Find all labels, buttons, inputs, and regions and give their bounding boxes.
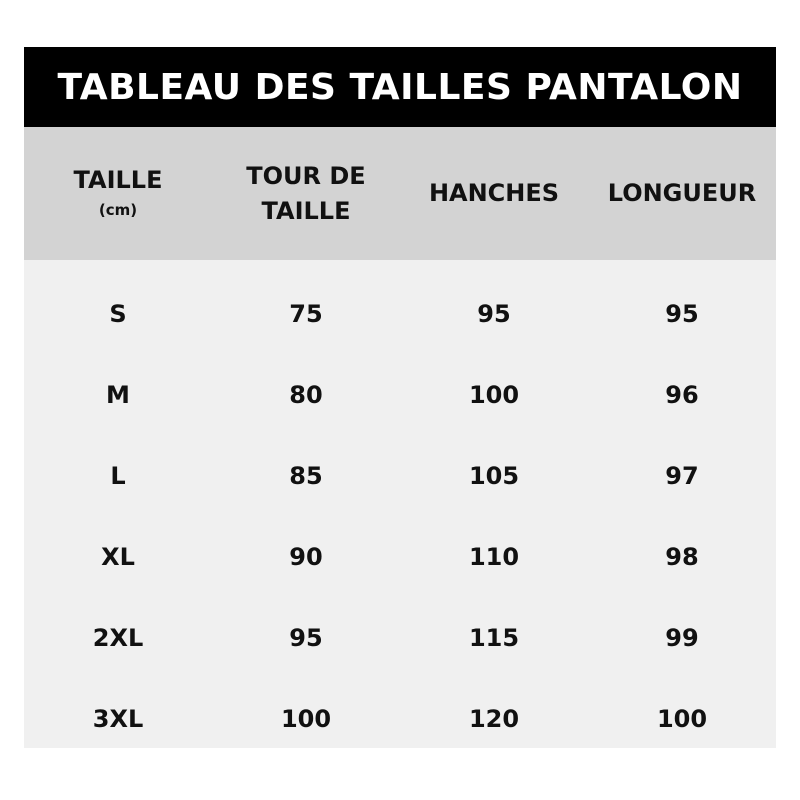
cell-hips: 110	[468, 542, 520, 571]
cell-waist: 95	[289, 623, 323, 652]
header-length: LONGUEUR	[588, 127, 776, 260]
cell-size: M	[106, 380, 130, 409]
cell-waist: 75	[289, 299, 323, 328]
cell-waist: 100	[280, 704, 332, 733]
table-row: 3XL 100 120 100	[24, 678, 776, 759]
table-body: S 75 95 95 M 80 100 96 L 85 105 97 XL 90 110 98 2XL 95 115…	[24, 260, 776, 748]
cell-size: 3XL	[92, 704, 144, 733]
table-row: L 85 105 97	[24, 435, 776, 516]
header-label: LONGUEUR	[607, 179, 757, 208]
table-row: S 75 95 95	[24, 273, 776, 354]
cell-waist: 85	[289, 461, 323, 490]
header-unit: (cm)	[98, 201, 138, 220]
cell-size: S	[109, 299, 127, 328]
size-chart: TABLEAU DES TAILLES PANTALON TAILLE (cm)…	[24, 47, 776, 748]
cell-length: 95	[665, 299, 699, 328]
cell-size: XL	[101, 542, 135, 571]
header-label: TAILLE	[73, 165, 163, 194]
header-label: HANCHES	[428, 179, 560, 208]
cell-length: 98	[665, 542, 699, 571]
table-row: 2XL 95 115 99	[24, 597, 776, 678]
table-row: M 80 100 96	[24, 354, 776, 435]
header-hips: HANCHES	[400, 127, 588, 260]
cell-size: 2XL	[92, 623, 144, 652]
chart-title: TABLEAU DES TAILLES PANTALON	[24, 47, 776, 127]
header-size: TAILLE (cm)	[24, 127, 212, 260]
cell-hips: 105	[468, 461, 520, 490]
cell-size: L	[110, 461, 126, 490]
cell-length: 99	[665, 623, 699, 652]
header-label: TOUR DE TAILLE	[246, 161, 366, 225]
table-row: XL 90 110 98	[24, 516, 776, 597]
cell-length: 96	[665, 380, 699, 409]
cell-hips: 100	[468, 380, 520, 409]
cell-length: 97	[665, 461, 699, 490]
cell-length: 100	[656, 704, 708, 733]
table-header: TAILLE (cm) TOUR DE TAILLE HANCHES LONGU…	[24, 127, 776, 260]
cell-hips: 120	[468, 704, 520, 733]
header-waist: TOUR DE TAILLE	[212, 127, 400, 260]
cell-hips: 95	[477, 299, 511, 328]
cell-hips: 115	[468, 623, 520, 652]
cell-waist: 90	[289, 542, 323, 571]
cell-waist: 80	[289, 380, 323, 409]
